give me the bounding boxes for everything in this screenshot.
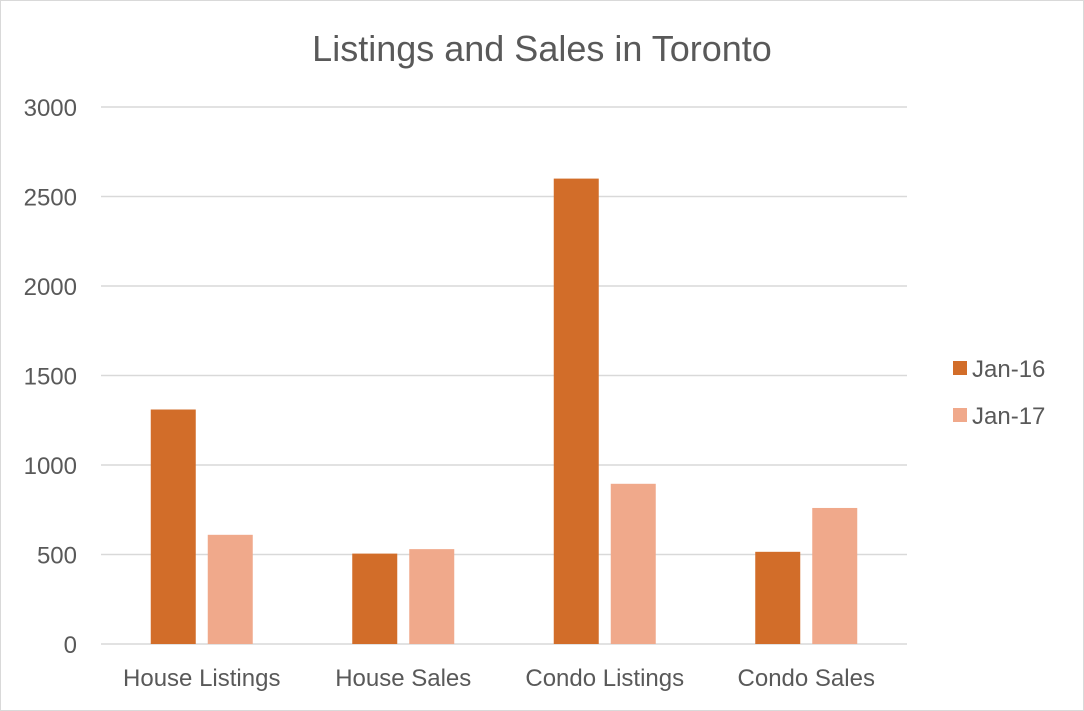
x-tick-label: House Listings	[123, 665, 280, 692]
legend-label: Jan-17	[972, 403, 1045, 430]
x-tick-label: House Sales	[335, 665, 471, 692]
y-tick-label: 2500	[24, 185, 77, 212]
legend-label: Jan-16	[972, 356, 1045, 383]
bar-jan-17-condo-sales	[812, 507, 858, 644]
x-tick-label: Condo Sales	[738, 665, 875, 692]
legend: Jan-16 Jan-17	[953, 356, 1045, 430]
bar-jan-17-house-sales	[409, 549, 455, 644]
bar-jan-17-condo-listings	[610, 483, 656, 644]
chart-title: Listings and Sales in Toronto	[312, 28, 772, 69]
x-axis-labels: House Listings House Sales Condo Listings C…	[123, 665, 875, 692]
bar-jan-16-house-sales	[352, 553, 398, 644]
y-tick-label: 1500	[24, 364, 77, 391]
y-tick-label: 500	[37, 543, 77, 570]
bars	[150, 178, 858, 644]
bar-jan-16-condo-sales	[755, 551, 801, 644]
legend-swatch	[953, 361, 967, 375]
y-tick-label: 1000	[24, 453, 77, 480]
y-axis-ticks: 0 500 1000 1500 2000 2500 3000	[24, 95, 77, 659]
y-tick-label: 0	[64, 632, 77, 659]
bar-jan-17-house-listings	[207, 534, 253, 644]
bar-jan-16-condo-listings	[553, 178, 599, 644]
legend-swatch	[953, 408, 967, 422]
bar-jan-16-house-listings	[150, 409, 196, 644]
y-tick-label: 2000	[24, 274, 77, 301]
y-tick-label: 3000	[24, 95, 77, 122]
x-tick-label: Condo Listings	[525, 665, 684, 692]
